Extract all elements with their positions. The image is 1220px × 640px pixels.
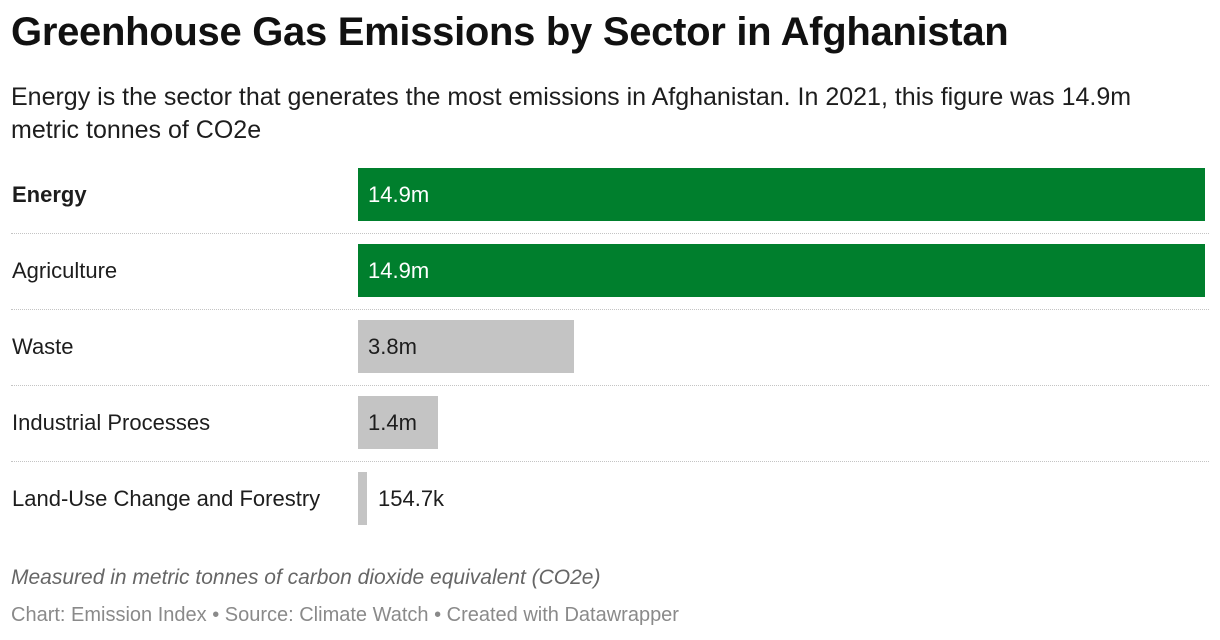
row-separator: [11, 233, 1209, 234]
chart-credits: Chart: Emission Index • Source: Climate …: [11, 604, 679, 626]
bar: [358, 168, 1205, 221]
category-label: Land-Use Change and Forestry: [12, 486, 321, 511]
chart-note: Measured in metric tonnes of carbon diox…: [11, 566, 601, 589]
category-label: Waste: [12, 334, 74, 359]
bar: [358, 320, 574, 373]
value-label: 154.7k: [378, 486, 445, 511]
category-label: Agriculture: [12, 258, 118, 283]
category-label: Industrial Processes: [12, 410, 211, 435]
bar: [358, 244, 1205, 297]
value-label: 3.8m: [368, 334, 417, 359]
value-label: 1.4m: [368, 410, 417, 435]
row-separator: [11, 385, 1209, 386]
value-label: 14.9m: [368, 182, 430, 207]
chart-subtitle: Energy is the sector that generates the …: [11, 83, 1132, 144]
row-separator: [11, 309, 1209, 310]
row-separator: [11, 461, 1209, 462]
bar: [358, 396, 438, 449]
chart-title: Greenhouse Gas Emissions by Sector in Af…: [11, 10, 1009, 54]
bar: [358, 472, 367, 525]
category-label: Energy: [12, 182, 87, 207]
value-label: 14.9m: [368, 258, 430, 283]
